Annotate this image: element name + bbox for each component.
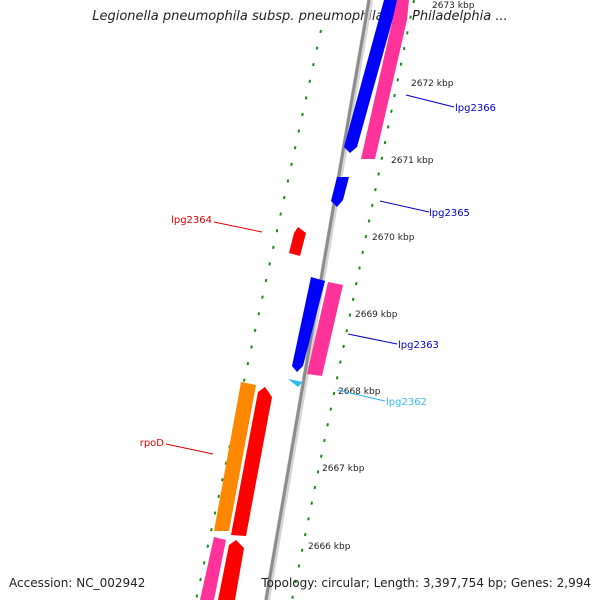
accession-text: Accession: NC_002942 [9, 576, 146, 590]
callout-rpod [165, 443, 214, 455]
gene-label-lpg2362[interactable]: lpg2362 [386, 397, 427, 408]
tick-label-2673: 2673 kbp [432, 1, 475, 11]
gene-rpod-cds[interactable] [214, 382, 256, 531]
gene-label-lpg2366[interactable]: lpg2366 [455, 103, 496, 114]
tick-label-2671: 2671 kbp [391, 156, 434, 166]
gene-label-lpg2364[interactable]: lpg2364 [171, 215, 212, 226]
inner-tick-guide [195, 29, 322, 600]
tick-label-2669: 2669 kbp [355, 310, 398, 320]
outer-tick-guide [291, 0, 415, 600]
gene-label-rpod[interactable]: rpoD [140, 438, 165, 449]
callout-lpg2365 [379, 200, 430, 213]
gene-lpg2364-gene[interactable] [289, 227, 306, 256]
gene-lpg2363-cds[interactable] [292, 277, 325, 372]
gene-lpg2366-cds[interactable] [344, 0, 398, 153]
callout-lpg2362 [336, 389, 386, 402]
gene-rpod-gene[interactable] [231, 387, 272, 536]
genome-stats-text: Topology: circular; Length: 3,397,754 bp… [261, 576, 591, 590]
gene-lower-red[interactable] [218, 540, 244, 600]
tick-label-2667: 2667 kbp [322, 464, 365, 474]
tick-label-2668: 2668 kbp [338, 387, 381, 397]
tick-label-2666: 2666 kbp [308, 542, 351, 552]
callout-lpg2366 [405, 94, 455, 108]
tick-label-2672: 2672 kbp [411, 79, 454, 89]
gene-lpg2362-cds[interactable] [288, 379, 303, 387]
gene-lpg2363-gene[interactable] [307, 282, 343, 376]
gene-lpg2366-gene[interactable] [361, 0, 409, 159]
callout-lpg2364 [213, 221, 263, 233]
gene-label-lpg2365[interactable]: lpg2365 [429, 208, 470, 219]
tick-label-2670: 2670 kbp [372, 233, 415, 243]
gene-lpg2365-cds[interactable] [331, 177, 349, 207]
gene-lower-pink[interactable] [200, 537, 226, 600]
callout-lpg2363 [347, 333, 398, 345]
gene-label-lpg2363[interactable]: lpg2363 [398, 340, 439, 351]
